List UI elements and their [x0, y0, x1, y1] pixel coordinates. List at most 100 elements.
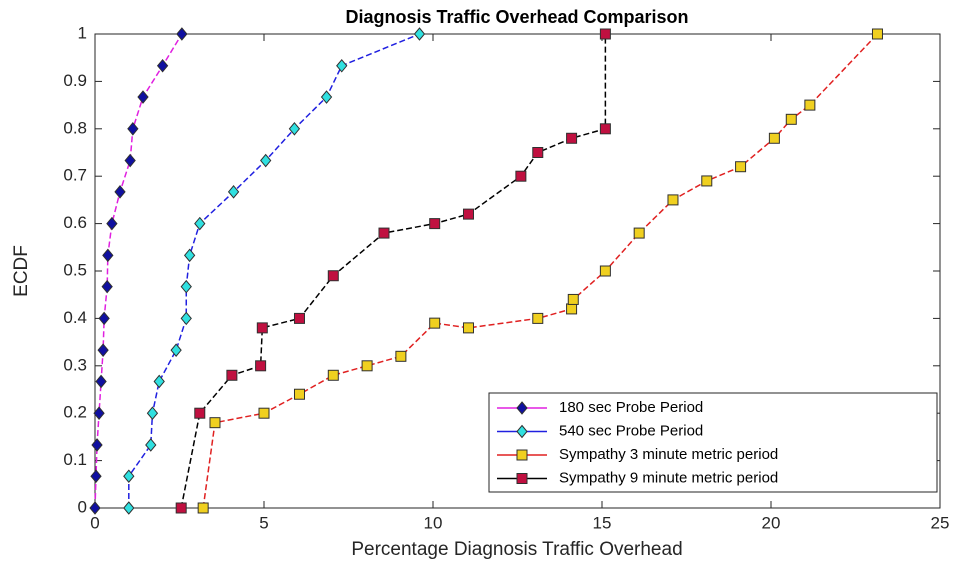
data-point	[462, 322, 474, 334]
legend-label: Sympathy 9 minute metric period	[559, 469, 778, 486]
legend-box	[488, 392, 938, 493]
data-point	[735, 161, 747, 173]
x-tick-label: 15	[593, 513, 612, 532]
data-point	[293, 312, 305, 324]
data-point	[146, 406, 159, 420]
data-point	[804, 99, 816, 111]
data-point	[288, 122, 301, 136]
data-point	[127, 122, 139, 136]
data-point	[327, 369, 339, 381]
data-point	[153, 374, 165, 389]
data-point	[123, 501, 135, 515]
plot-frame	[94, 33, 941, 509]
data-point	[361, 360, 373, 372]
data-point	[768, 132, 780, 144]
legend-marker	[516, 449, 528, 461]
data-point	[395, 350, 407, 362]
data-point	[293, 388, 305, 400]
data-point	[91, 438, 103, 452]
data-point	[256, 322, 268, 334]
y-tick-label: 0.9	[63, 71, 87, 90]
data-point	[567, 293, 579, 305]
data-point	[260, 153, 272, 168]
data-point	[327, 270, 339, 282]
data-point	[378, 227, 390, 239]
data-point	[145, 438, 157, 452]
data-point	[566, 303, 578, 315]
x-tick-label: 25	[931, 513, 950, 532]
data-point	[101, 279, 113, 294]
data-point	[183, 248, 196, 263]
data-point	[413, 27, 426, 41]
data-point	[98, 311, 110, 326]
data-point	[226, 369, 238, 381]
data-point	[124, 153, 136, 168]
data-point	[336, 58, 348, 73]
data-point	[175, 502, 187, 514]
data-point	[599, 123, 611, 135]
data-point	[123, 469, 135, 484]
x-tick-label: 0	[90, 513, 99, 532]
data-point	[89, 501, 101, 515]
data-point	[701, 175, 713, 187]
x-tick-label: 20	[762, 513, 781, 532]
data-point	[170, 343, 182, 357]
x-tick-label: 10	[424, 513, 443, 532]
y-tick-label: 0.3	[63, 355, 87, 374]
data-point	[180, 311, 192, 326]
y-tick-label: 0.2	[63, 403, 87, 422]
chart-title: Diagnosis Traffic Overhead Comparison	[345, 7, 688, 27]
data-point	[667, 194, 679, 206]
y-tick-label: 0.4	[63, 308, 87, 327]
data-point	[180, 279, 192, 294]
data-point	[515, 170, 527, 182]
y-tick-label: 0	[78, 497, 87, 516]
legend-marker	[516, 473, 528, 484]
y-axis-label: ECDF	[11, 245, 32, 297]
data-point	[227, 185, 240, 199]
y-tick-label: 1	[78, 23, 87, 42]
legend-label: 540 sec Probe Period	[559, 422, 703, 439]
data-point	[429, 317, 441, 329]
y-tick-label: 0.7	[63, 166, 87, 185]
legend-label: 180 sec Probe Period	[559, 399, 703, 416]
data-point	[566, 132, 578, 144]
y-tick-label: 0.8	[63, 118, 87, 137]
data-point	[97, 343, 109, 357]
data-point	[106, 216, 118, 231]
data-point	[871, 28, 883, 40]
data-point	[258, 407, 270, 419]
x-tick-label: 5	[259, 513, 268, 532]
data-point	[599, 28, 611, 40]
data-point	[137, 90, 149, 104]
data-point	[194, 407, 206, 419]
series-line	[128, 33, 420, 508]
data-point	[532, 312, 544, 324]
data-point	[90, 469, 102, 484]
data-point	[633, 227, 645, 239]
data-point	[532, 147, 544, 158]
data-point	[194, 216, 206, 231]
data-point	[102, 248, 114, 263]
legend-marker	[516, 401, 528, 415]
data-point	[95, 374, 107, 389]
series-line	[94, 33, 183, 509]
data-point	[429, 218, 441, 230]
data-point	[156, 58, 169, 73]
data-point	[785, 113, 797, 125]
legend-marker	[516, 424, 528, 439]
data-point	[176, 27, 188, 41]
data-point	[197, 502, 209, 514]
y-tick-label: 0.6	[63, 213, 87, 232]
data-point	[114, 185, 126, 199]
y-tick-label: 0.5	[63, 260, 87, 279]
data-point	[255, 360, 267, 372]
y-tick-label: 0.1	[63, 450, 87, 469]
data-point	[599, 265, 611, 277]
legend-label: Sympathy 3 minute metric period	[559, 446, 778, 463]
data-point	[320, 90, 333, 104]
data-point	[93, 406, 105, 420]
data-point	[462, 208, 474, 220]
data-point	[209, 417, 221, 429]
